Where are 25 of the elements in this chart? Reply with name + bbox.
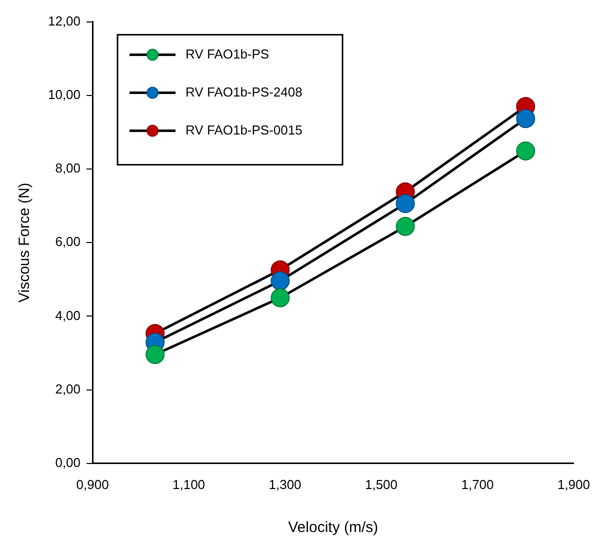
point	[516, 141, 536, 160]
point	[516, 109, 536, 128]
point	[146, 344, 165, 364]
y-tick-label: 0,00	[55, 454, 81, 470]
x-tick-label: 1,700	[461, 476, 494, 492]
legend-label: RV FAO1b-PS-0015	[186, 122, 302, 138]
y-tick-label: 4,00	[55, 308, 81, 323]
x-tick-label: 1,100	[172, 476, 206, 492]
point	[396, 194, 415, 214]
point	[270, 271, 290, 290]
point	[270, 288, 290, 308]
x-tick-label: 1,300	[268, 476, 302, 492]
y-tick-label: 6,00	[55, 234, 81, 250]
y-tick-label: 12,00	[48, 13, 81, 28]
y-axis-title: Viscous Force (N)	[16, 182, 34, 302]
y-tick-label: 8,00	[55, 160, 81, 176]
legend-label: RV FAO1b-PS-2408	[186, 84, 302, 100]
x-tick-label: 1,900	[557, 476, 590, 492]
x-tick-label: 1,500	[364, 476, 398, 492]
y-tick-label: 10,00	[48, 86, 81, 102]
x-axis-title: Velocity (m/s)	[288, 519, 378, 536]
point	[396, 216, 415, 236]
y-tick-label: 2,00	[55, 381, 81, 396]
x-tick-label: 0,900	[76, 476, 109, 492]
legend-label: RV FAO1b-PS	[186, 46, 270, 62]
